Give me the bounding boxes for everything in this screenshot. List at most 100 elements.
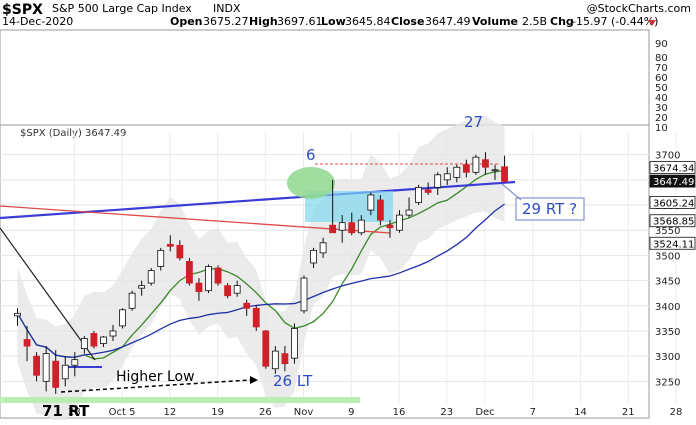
candle-body	[262, 330, 270, 367]
date-tick-label: Nov	[294, 407, 314, 418]
price-legend: $SPX (Daily) 3647.49	[20, 128, 126, 139]
candle-body	[291, 328, 298, 359]
rsi-tick: 40	[655, 93, 668, 104]
annotation-6: 6	[306, 146, 316, 164]
candle-body	[415, 187, 423, 203]
price-tag-label: 3674.34	[653, 164, 694, 175]
annotation-26-lt: 26 LT	[273, 372, 313, 390]
chg-label: Chg	[550, 15, 574, 28]
candle-body	[443, 173, 451, 181]
price-tick-label: 3300	[655, 352, 680, 363]
open-value: 3675.27	[203, 15, 249, 28]
date-label: 14-Dec-2020	[2, 15, 73, 28]
price-tag-box	[649, 161, 696, 174]
trend-lines	[0, 163, 516, 403]
rsi-tick: 30	[655, 103, 668, 114]
date-tick-label: 14	[574, 407, 587, 418]
price-tag-label: 3605.24	[653, 198, 694, 209]
rsi-tick: 10	[655, 123, 668, 134]
candles	[14, 152, 508, 394]
rsi-tick: 20	[655, 113, 668, 124]
date-tick-label: 23	[440, 407, 453, 418]
ma-long-line	[16, 203, 505, 358]
candle-body	[80, 338, 88, 349]
date-tick-label: 26	[259, 407, 272, 418]
price-tick-label: 3700	[655, 151, 680, 162]
exchange-label: INDX	[213, 2, 241, 15]
index-name: S&P 500 Large Cap Index	[52, 2, 192, 15]
close-label: Close	[391, 15, 424, 28]
down-arrow-icon	[648, 20, 656, 26]
breakout-circle	[287, 167, 335, 199]
price-tag-label: 3568.85	[653, 217, 694, 228]
price-tag-box	[649, 236, 696, 250]
candle-body	[405, 209, 413, 216]
candle-body	[281, 353, 289, 365]
candle-body	[33, 355, 40, 376]
rsi-tick: 50	[655, 83, 668, 94]
rsi-tick: 70	[655, 63, 668, 74]
candle-body	[90, 333, 98, 347]
date-tick-label: 7	[530, 407, 536, 418]
open-label: Open	[170, 15, 203, 28]
candle-body	[71, 359, 79, 366]
candle-body	[224, 285, 232, 297]
candle-body	[462, 164, 470, 173]
date-tick-label: 19	[211, 407, 224, 418]
low-label: Low	[321, 15, 346, 28]
candle-body	[52, 360, 60, 388]
candle-body	[185, 261, 193, 284]
candle-body	[271, 350, 279, 370]
candle-body	[396, 214, 403, 231]
price-tick-label: 3350	[655, 327, 680, 338]
date-tick-label: 12	[163, 407, 176, 418]
rsi-tick: 60	[655, 73, 668, 84]
candle-body	[338, 222, 346, 231]
ma-short-line	[16, 169, 505, 360]
candle-body	[233, 285, 241, 294]
candle-body	[310, 249, 317, 264]
rsi-axis: 90 80 70 60 50 40 30 20 10	[655, 39, 668, 134]
candle-body	[348, 222, 356, 234]
candle-body	[319, 242, 327, 254]
green-highlight-bar	[0, 397, 360, 403]
candle-body	[176, 244, 184, 259]
candle-body	[243, 302, 251, 309]
price-tag-box	[649, 214, 696, 228]
price-tick-label: 3400	[655, 302, 680, 313]
symbol-label: $SPX	[2, 2, 43, 18]
candle-body	[14, 312, 21, 317]
annotation-27: 27	[464, 113, 483, 131]
higher-low-arrow	[60, 379, 251, 393]
price-tag-box	[649, 174, 696, 188]
price-tag-label: 3524.11	[653, 239, 694, 250]
low-value: 3645.84	[345, 15, 391, 28]
candle-body	[195, 282, 203, 293]
candle-body	[42, 353, 50, 382]
watermark: @StockCharts.com	[587, 2, 691, 15]
red-trendline	[0, 205, 391, 234]
price-tag-label: 3647.49	[653, 177, 694, 188]
candle-body	[472, 156, 480, 173]
candle-body	[386, 224, 394, 229]
price-tick-label: 3450	[655, 277, 680, 288]
date-tick-label: 21	[622, 407, 635, 418]
candle-body	[367, 194, 375, 211]
black-trendline	[0, 227, 96, 361]
price-tag-box	[649, 195, 696, 209]
candle-body	[482, 159, 489, 168]
candle-body	[491, 169, 499, 172]
rsi-tick: 90	[655, 39, 668, 50]
high-value: 3697.61	[277, 15, 323, 28]
candle-body	[376, 199, 384, 221]
close-value: 3647.49	[425, 15, 471, 28]
annotation-29-box	[515, 197, 585, 221]
annotation-29-pointer	[501, 183, 522, 201]
date-tick-label: 28	[68, 407, 81, 418]
candle-body	[252, 307, 260, 328]
candle-body	[109, 330, 117, 337]
candle-body	[138, 285, 146, 289]
volume-label: Volume	[472, 15, 518, 28]
